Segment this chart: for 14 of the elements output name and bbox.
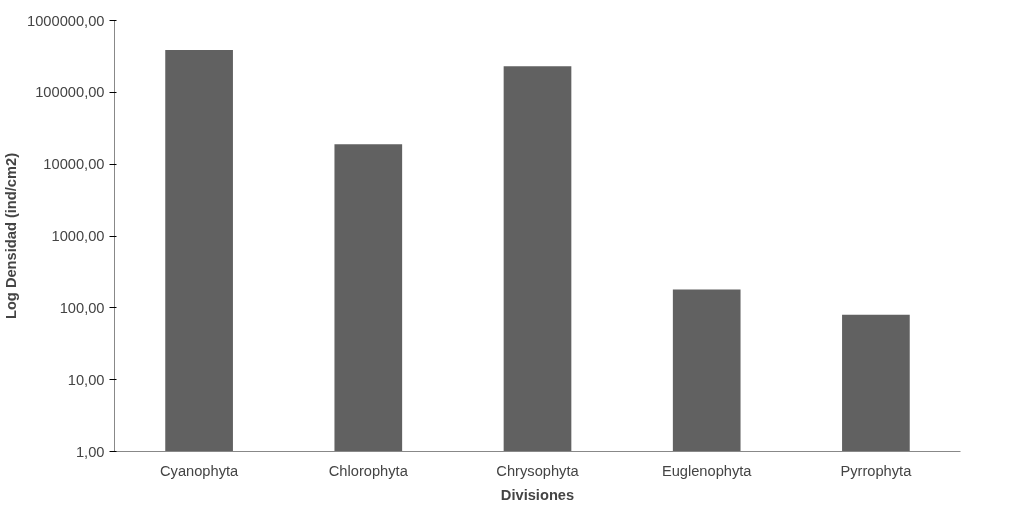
x-tick-label: Cyanophyta	[159, 462, 240, 479]
x-tick-label: Chlorophyta	[328, 462, 409, 479]
y-tick-label: 100,00	[59, 299, 105, 316]
x-axis-title: Divisiones	[500, 486, 575, 503]
y-tick-label: 1000,00	[51, 228, 105, 244]
x-tick-label: Euglenophyta	[661, 462, 753, 479]
y-tick-label: 1,00	[75, 443, 105, 460]
y-tick-label: 100000,00	[35, 84, 105, 101]
y-tick-label: 1000000,00	[27, 12, 105, 29]
y-tick-label: 10,00	[67, 371, 105, 388]
y-tick-label: 10000,00	[43, 156, 105, 173]
y-axis-title: Log Densidad (ind/cm2)	[3, 152, 20, 320]
x-tick-label: Chrysophyta	[496, 462, 580, 479]
x-tick-label: Pyrrophyta	[840, 462, 913, 479]
